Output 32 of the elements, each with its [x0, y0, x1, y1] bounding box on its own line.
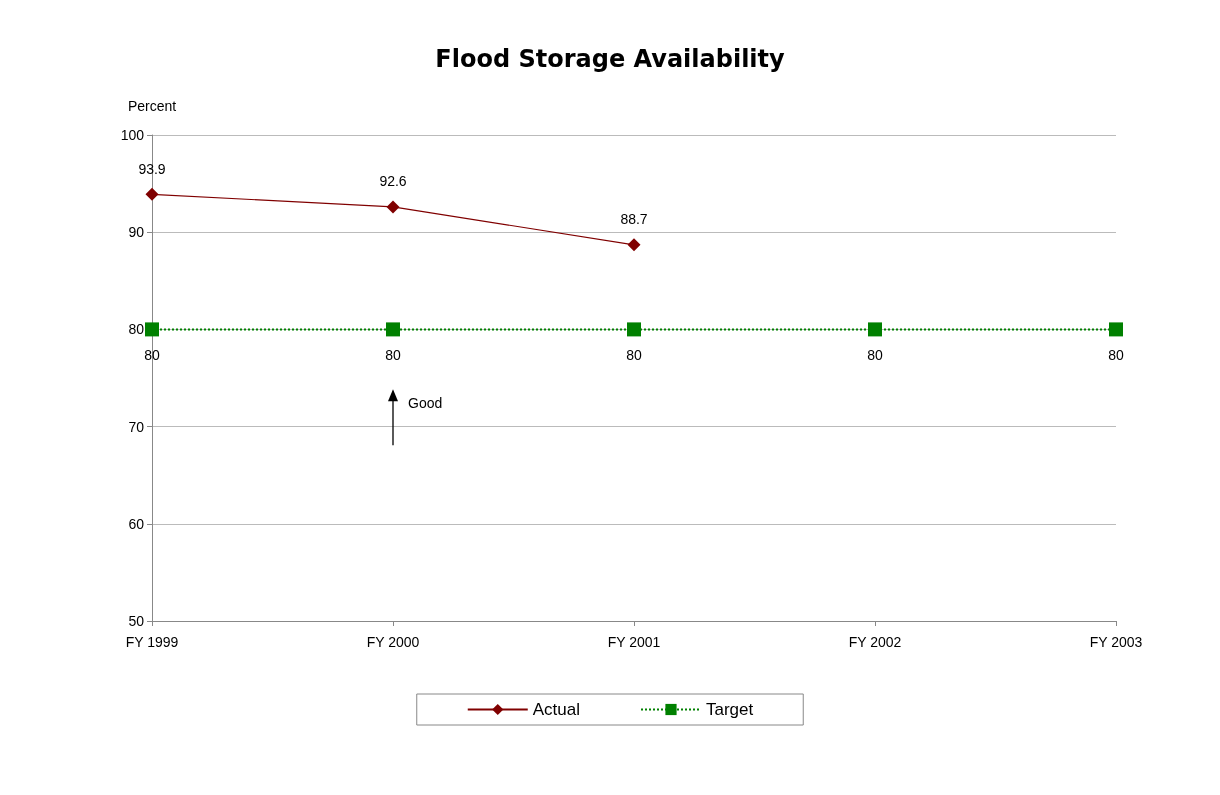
y-axis-title: Percent	[127, 98, 177, 114]
chart-title: Flood Storage Availability	[435, 45, 786, 73]
x-tick-label: FY 2001	[607, 634, 661, 650]
point	[1109, 322, 1123, 337]
annotation: Good	[408, 395, 443, 411]
data-label: 93.9	[138, 160, 166, 177]
point	[627, 238, 641, 252]
legend-label: Actual	[532, 700, 580, 719]
data-label: 80	[385, 347, 401, 364]
y-tick-label: 70	[128, 418, 145, 435]
y-tick-label: 50	[128, 613, 145, 629]
x-tick-label: FY 2002	[848, 634, 902, 650]
x-tick-label: FY 2003	[1089, 634, 1143, 650]
point	[627, 322, 641, 337]
x-tick-label: FY 1999	[125, 634, 179, 650]
point	[386, 200, 400, 214]
data-label: 92.6	[379, 173, 407, 190]
data-label: 80	[626, 347, 642, 364]
point	[145, 322, 159, 337]
legend-label: Target	[706, 700, 754, 719]
data-label: 88.7	[620, 211, 648, 228]
y-tick-label: 80	[128, 321, 145, 338]
point	[145, 187, 159, 201]
point	[868, 322, 882, 337]
point	[386, 322, 400, 337]
y-tick-label: 60	[128, 515, 145, 532]
y-tick-label: 90	[128, 224, 145, 241]
data-label: 80	[867, 347, 883, 364]
y-tick-label: 100	[120, 127, 145, 143]
data-label: 80	[1108, 347, 1124, 364]
data-label: 80	[144, 347, 160, 364]
x-tick-label: FY 2000	[366, 634, 420, 650]
